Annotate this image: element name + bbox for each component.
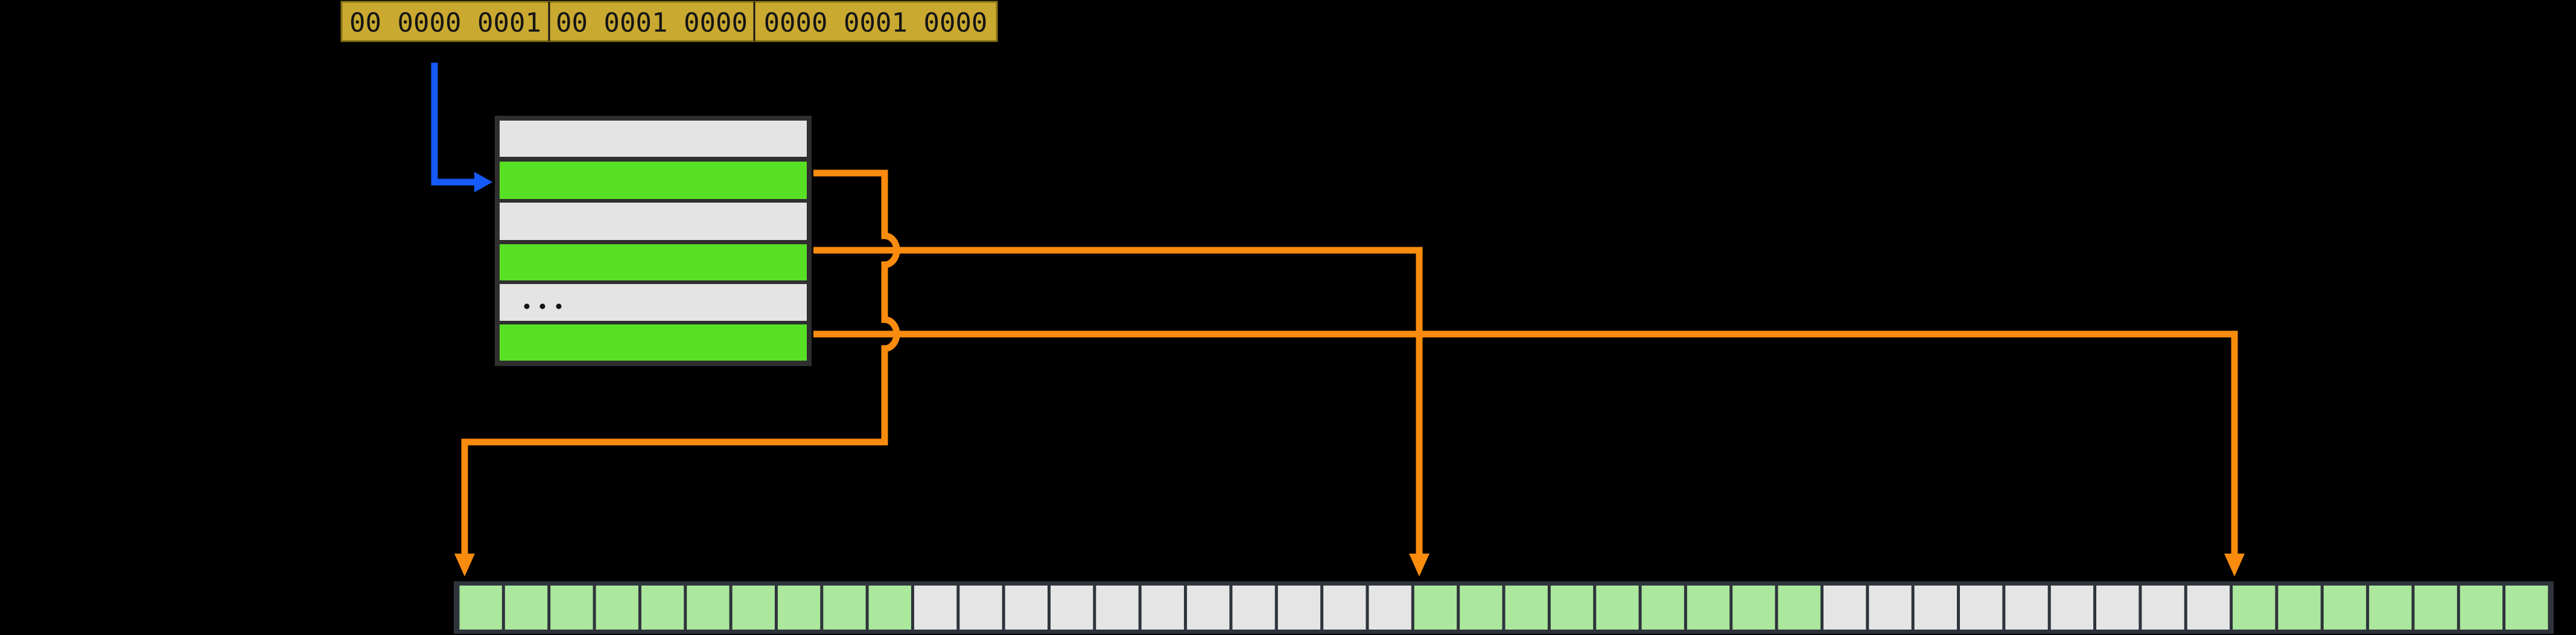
memory-cell-29 bbox=[1778, 586, 1821, 630]
memory-cell-6 bbox=[732, 586, 775, 630]
memory-cell-30 bbox=[1823, 586, 1866, 630]
mapping-connectors bbox=[454, 169, 2245, 577]
memory-cell-44 bbox=[2460, 586, 2503, 630]
mapping-connector-row3-to-cell21 bbox=[813, 247, 1423, 556]
memory-cell-31 bbox=[1869, 586, 1912, 630]
memory-cell-23 bbox=[1505, 586, 1548, 630]
memory-cell-18 bbox=[1277, 586, 1321, 630]
memory-cell-19 bbox=[1323, 586, 1366, 630]
page-table-frame bbox=[495, 116, 812, 366]
memory-cell-4 bbox=[641, 586, 684, 630]
address-segment-0: 00 0000 0001 bbox=[349, 8, 541, 39]
memory-cell-22 bbox=[1460, 586, 1503, 630]
memory-cell-13 bbox=[1051, 586, 1093, 630]
memory-cell-24 bbox=[1550, 586, 1594, 630]
memory-cell-36 bbox=[2096, 586, 2139, 630]
memory-cell-20 bbox=[1369, 586, 1411, 630]
memory-cell-35 bbox=[2050, 586, 2094, 630]
memory-cell-32 bbox=[1914, 586, 1957, 630]
memory-cell-25 bbox=[1596, 586, 1639, 630]
memory-cell-3 bbox=[596, 586, 638, 630]
memory-cells bbox=[459, 586, 2548, 630]
ellipsis-dot bbox=[524, 303, 530, 309]
mapping-arrowhead-icon bbox=[454, 554, 475, 577]
memory-cell-33 bbox=[1959, 586, 2003, 630]
memory-cell-12 bbox=[1005, 586, 1048, 630]
virtual-address-box: 00 0000 0001 00 0001 0000 0000 0001 0000 bbox=[340, 1, 998, 42]
page-table-row-0 bbox=[500, 121, 807, 157]
memory-cell-40 bbox=[2278, 586, 2321, 630]
memory-cell-15 bbox=[1141, 586, 1185, 630]
memory-cell-21 bbox=[1414, 586, 1457, 630]
page-table-row-5 bbox=[500, 324, 807, 361]
memory-cell-17 bbox=[1232, 586, 1275, 630]
memory-cell-26 bbox=[1641, 586, 1684, 630]
memory-cell-27 bbox=[1687, 586, 1730, 630]
virtual-address-rect bbox=[340, 1, 998, 42]
memory-cell-11 bbox=[959, 586, 1002, 630]
pointer-arrowhead-icon bbox=[474, 172, 492, 192]
pointer-line bbox=[431, 63, 474, 186]
memory-cell-39 bbox=[2233, 586, 2275, 630]
ellipsis-dot bbox=[539, 303, 545, 309]
mapping-connector-row1-to-cell0 bbox=[461, 169, 900, 556]
memory-cell-1 bbox=[504, 586, 548, 630]
address-segment-2: 0000 0001 0000 bbox=[764, 8, 988, 39]
memory-cell-10 bbox=[914, 586, 957, 630]
memory-cell-43 bbox=[2414, 586, 2457, 630]
memory-cell-14 bbox=[1096, 586, 1139, 630]
memory-cell-37 bbox=[2142, 586, 2184, 630]
mapping-arrowhead-icon bbox=[1409, 554, 1430, 577]
memory-cell-28 bbox=[1732, 586, 1775, 630]
page-table bbox=[495, 116, 812, 366]
memory-cell-2 bbox=[550, 586, 593, 630]
memory-cell-41 bbox=[2323, 586, 2367, 630]
memory-cell-16 bbox=[1187, 586, 1230, 630]
physical-memory-bar bbox=[454, 581, 2554, 634]
ellipsis-dot bbox=[556, 303, 562, 309]
memory-cell-9 bbox=[868, 586, 911, 630]
memory-cell-5 bbox=[687, 586, 730, 630]
memory-cell-34 bbox=[2005, 586, 2048, 630]
memory-cell-8 bbox=[823, 586, 866, 630]
memory-cell-38 bbox=[2187, 586, 2230, 630]
memory-cell-45 bbox=[2505, 586, 2548, 630]
page-table-row-2 bbox=[500, 203, 807, 240]
page-table-rows bbox=[500, 121, 807, 361]
address-segment-1: 00 0001 0000 bbox=[556, 8, 748, 39]
memory-cell-42 bbox=[2369, 586, 2412, 630]
memory-cell-0 bbox=[459, 586, 502, 630]
mapping-connector-row5-to-cell39 bbox=[813, 330, 2238, 556]
memory-cell-7 bbox=[777, 586, 821, 630]
address-to-table-pointer bbox=[431, 63, 492, 192]
page-table-row-3 bbox=[500, 244, 807, 280]
mapping-arrowhead-icon bbox=[2224, 554, 2245, 577]
page-table-row-4 bbox=[500, 284, 807, 321]
page-table-row-1 bbox=[500, 162, 807, 199]
